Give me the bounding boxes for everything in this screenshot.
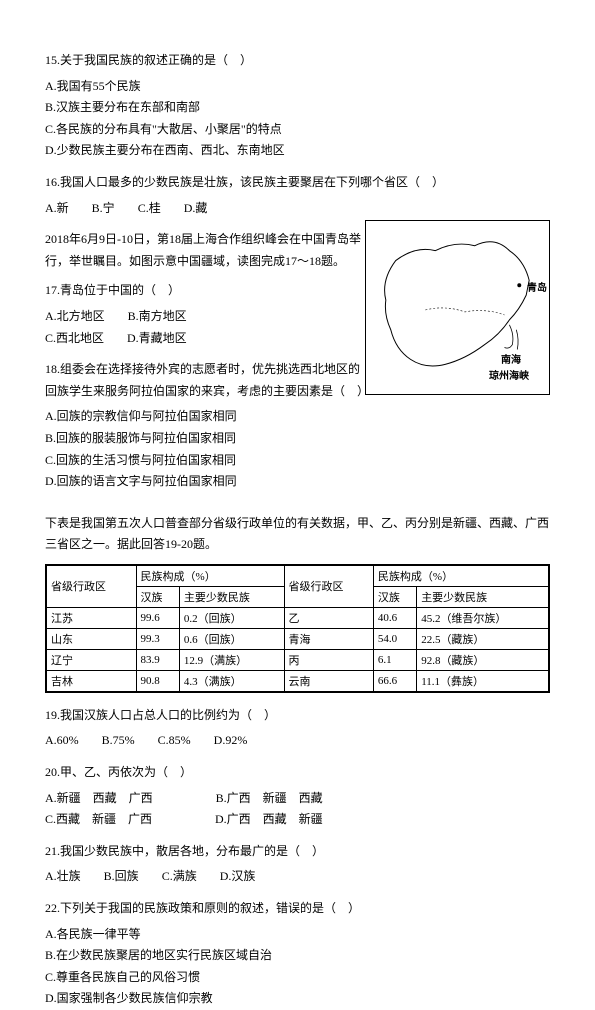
- q21-optA: A.壮族: [45, 866, 81, 888]
- q17-optC: C.西北地区: [45, 328, 104, 350]
- q22-optC: C.尊重各民族自己的风俗习惯: [45, 967, 550, 989]
- th-region2: 省级行政区: [284, 565, 373, 608]
- q15-optC: C.各民族的分布具有"大散居、小聚居"的特点: [45, 119, 550, 141]
- q22-optA: A.各民族一律平等: [45, 924, 550, 946]
- q15-optA: A.我国有55个民族: [45, 76, 550, 98]
- question-21: 21.我国少数民族中，散居各地，分布最广的是（ ） A.壮族 B.回族 C.满族…: [45, 841, 550, 888]
- question-18: 18.组委会在选择接待外宾的志愿者时，优先挑选西北地区的回族学生来服务阿拉伯国家…: [45, 359, 365, 493]
- question-19: 19.我国汉族人口占总人口的比例约为（ ） A.60% B.75% C.85% …: [45, 705, 550, 752]
- q20-text: 20.甲、乙、丙依次为（ ）: [45, 762, 550, 784]
- table-row: 辽宁 83.9 12.9（满族） 丙 6.1 92.8（藏族）: [46, 649, 549, 670]
- q20-optC: C.西藏 新疆 广西: [45, 809, 152, 831]
- q19-text: 19.我国汉族人口占总人口的比例约为（ ）: [45, 705, 550, 727]
- q22-optB: B.在少数民族聚居的地区实行民族区域自治: [45, 945, 550, 967]
- q17-optD: D.青藏地区: [127, 328, 187, 350]
- question-17: 17.青岛位于中国的（ ） A.北方地区 B.南方地区 C.西北地区 D.青藏地…: [45, 280, 365, 349]
- q16-optD: D.藏: [184, 198, 208, 220]
- intro-19-20: 下表是我国第五次人口普查部分省级行政单位的有关数据，甲、乙、丙分别是新疆、西藏、…: [45, 513, 550, 556]
- q19-optD: D.92%: [214, 730, 248, 752]
- q21-optB: B.回族: [104, 866, 139, 888]
- intro-17-18: 2018年6月9日-10日，第18届上海合作组织峰会在中国青岛举行，举世瞩目。如…: [45, 229, 365, 272]
- q20-optA: A.新疆 西藏 广西: [45, 788, 153, 810]
- q20-optD: D.广西 西藏 新疆: [215, 809, 323, 831]
- th-comp1: 民族构成（%）: [136, 565, 284, 587]
- question-20: 20.甲、乙、丙依次为（ ） A.新疆 西藏 广西 B.广西 新疆 西藏 C.西…: [45, 762, 550, 831]
- q17-optB: B.南方地区: [128, 306, 187, 328]
- q21-optD: D.汉族: [220, 866, 256, 888]
- q21-optC: C.满族: [162, 866, 197, 888]
- th-min1: 主要少数民族: [179, 586, 284, 607]
- china-map: 青岛 南海 琼州海峡: [365, 220, 550, 395]
- ethnic-table: 省级行政区 民族构成（%） 省级行政区 民族构成（%） 汉族 主要少数民族 汉族…: [45, 564, 550, 693]
- th-region1: 省级行政区: [46, 565, 136, 608]
- q18-optD: D.回族的语言文字与阿拉伯国家相同: [45, 471, 365, 493]
- q22-optD: D.国家强制各少数民族信仰宗教: [45, 988, 550, 1010]
- q19-optB: B.75%: [102, 730, 135, 752]
- question-15: 15.关于我国民族的叙述正确的是（ ） A.我国有55个民族 B.汉族主要分布在…: [45, 50, 550, 162]
- q17-text: 17.青岛位于中国的（ ）: [45, 280, 365, 302]
- table-row: 江苏 99.6 0.2（回族） 乙 40.6 45.2（维吾尔族）: [46, 607, 549, 628]
- label-strait: 琼州海峡: [489, 367, 529, 382]
- q16-text: 16.我国人口最多的少数民族是壮族，该民族主要聚居在下列哪个省区（ ）: [45, 172, 550, 194]
- q16-optA: A.新: [45, 198, 69, 220]
- q16-optB: B.宁: [92, 198, 115, 220]
- question-22: 22.下列关于我国的民族政策和原则的叙述，错误的是（ ） A.各民族一律平等 B…: [45, 898, 550, 1010]
- question-16: 16.我国人口最多的少数民族是壮族，该民族主要聚居在下列哪个省区（ ） A.新 …: [45, 172, 550, 219]
- q22-text: 22.下列关于我国的民族政策和原则的叙述，错误的是（ ）: [45, 898, 550, 920]
- q18-optA: A.回族的宗教信仰与阿拉伯国家相同: [45, 406, 365, 428]
- label-qingdao: 青岛: [527, 279, 547, 294]
- th-min2: 主要少数民族: [417, 586, 549, 607]
- q21-text: 21.我国少数民族中，散居各地，分布最广的是（ ）: [45, 841, 550, 863]
- q18-optC: C.回族的生活习惯与阿拉伯国家相同: [45, 450, 365, 472]
- th-comp2: 民族构成（%）: [373, 565, 549, 587]
- table-row: 吉林 90.8 4.3（满族） 云南 66.6 11.1（彝族）: [46, 670, 549, 692]
- q18-text: 18.组委会在选择接待外宾的志愿者时，优先挑选西北地区的回族学生来服务阿拉伯国家…: [45, 359, 365, 402]
- q15-text: 15.关于我国民族的叙述正确的是（ ）: [45, 50, 550, 72]
- q19-optA: A.60%: [45, 730, 79, 752]
- q15-optB: B.汉族主要分布在东部和南部: [45, 97, 550, 119]
- q16-optC: C.桂: [138, 198, 161, 220]
- q18-optB: B.回族的服装服饰与阿拉伯国家相同: [45, 428, 365, 450]
- q15-optD: D.少数民族主要分布在西南、西北、东南地区: [45, 140, 550, 162]
- q17-optA: A.北方地区: [45, 306, 105, 328]
- th-han1: 汉族: [136, 586, 179, 607]
- th-han2: 汉族: [373, 586, 416, 607]
- label-nanhai: 南海: [501, 351, 521, 366]
- q20-optB: B.广西 新疆 西藏: [216, 788, 323, 810]
- q19-optC: C.85%: [158, 730, 191, 752]
- table-row: 山东 99.3 0.6（回族） 青海 54.0 22.5（藏族）: [46, 628, 549, 649]
